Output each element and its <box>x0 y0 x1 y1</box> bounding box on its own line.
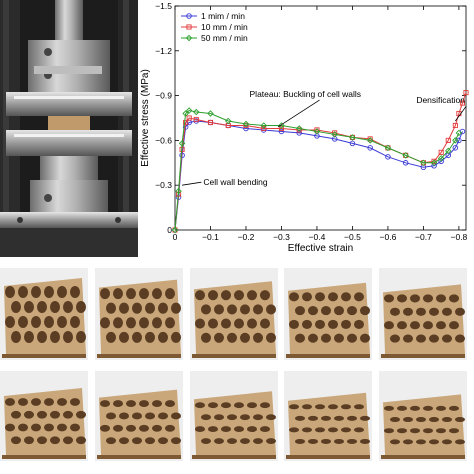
data-point <box>224 117 232 125</box>
data-point <box>445 137 451 143</box>
y-tick-label: −1.2 <box>155 46 172 56</box>
y-tick-label: −1.5 <box>155 1 172 11</box>
sample-photo <box>94 268 183 360</box>
compression-fixture-image <box>0 0 138 257</box>
test-machine-photo <box>0 0 138 257</box>
data-point <box>278 122 285 129</box>
sample-photo <box>0 371 88 461</box>
x-tick-label: −0.4 <box>309 232 326 242</box>
sample-photo <box>189 268 278 360</box>
cardboard-specimen <box>48 116 90 130</box>
x-tick-label: −0.8 <box>451 232 468 242</box>
annotation-label: Cell wall bending <box>203 177 268 187</box>
annotation-label: Densification <box>416 95 465 105</box>
annotation-arrow <box>455 105 467 122</box>
data-point <box>385 154 391 160</box>
data-point <box>171 226 179 234</box>
data-point <box>349 134 356 141</box>
data-point <box>366 137 374 144</box>
legend-marker <box>185 34 193 42</box>
data-point <box>384 144 392 152</box>
x-tick-label: −0.7 <box>415 232 432 242</box>
data-point <box>430 159 438 167</box>
data-point <box>183 119 189 126</box>
x-tick-label: −0.3 <box>273 232 290 242</box>
x-axis-label: Effective strain <box>288 243 353 254</box>
data-point <box>438 149 444 155</box>
y-tick-label: −0.9 <box>155 91 172 101</box>
sample-photo <box>379 268 468 360</box>
plot-area <box>174 5 467 231</box>
data-point <box>260 122 267 129</box>
sample-photo <box>284 268 373 360</box>
x-tick-label: −0.2 <box>238 232 255 242</box>
stress-strain-chart: 0 −0.1 −0.2 −0.3 −0.4 −0.5 −0.6 −0.7 −0.8 0 −0.3 −0… <box>138 0 474 257</box>
y-tick-label: −0.6 <box>155 135 172 145</box>
data-point <box>452 145 459 151</box>
y-axis-label: Effective stress (MPa) <box>140 69 151 167</box>
y-tick-label: 0 <box>167 225 172 235</box>
annotation-arrow <box>182 181 202 186</box>
legend-marker <box>186 24 192 30</box>
sample-photo <box>189 371 278 461</box>
data-point <box>459 100 466 106</box>
legend-label: 50 mm / min <box>201 33 248 43</box>
legend-label: 1 mim / min <box>201 11 245 21</box>
data-point <box>402 152 409 159</box>
x-tick-label: −0.1 <box>202 232 219 242</box>
data-point <box>367 136 373 142</box>
series-line-2 <box>174 109 460 231</box>
data-point <box>193 116 199 123</box>
crushed-sample-photos <box>0 268 474 474</box>
data-point <box>402 160 409 166</box>
data-point <box>314 127 320 133</box>
data-point <box>420 159 427 167</box>
data-point <box>445 147 452 155</box>
y-tick-label: −0.3 <box>155 180 172 190</box>
data-point <box>367 145 373 151</box>
data-point <box>261 125 267 132</box>
x-tick-label: −0.5 <box>344 232 361 242</box>
data-point <box>295 125 303 132</box>
data-point <box>455 129 463 137</box>
data-point <box>207 110 214 117</box>
data-point <box>452 137 459 144</box>
sample-photo <box>0 268 88 360</box>
data-point <box>242 120 250 128</box>
chart-svg: 0 −0.1 −0.2 −0.3 −0.4 −0.5 −0.6 −0.7 −0.8 0 −0.3 −0… <box>140 1 469 254</box>
data-point <box>193 108 200 116</box>
data-point <box>456 137 462 144</box>
data-point <box>178 140 186 147</box>
sample-photo <box>94 371 183 461</box>
data-point <box>207 119 214 126</box>
data-point <box>331 131 338 138</box>
data-point <box>182 110 189 117</box>
x-tick-label: −0.6 <box>380 232 397 242</box>
legend-marker <box>186 13 192 19</box>
data-point <box>186 115 192 121</box>
data-point <box>313 128 321 135</box>
data-point <box>185 107 193 114</box>
legend-label: 10 mm / min <box>201 22 248 32</box>
annotation-label: Plateau: Buckling of cell walls <box>250 89 362 99</box>
annotation-arrow <box>277 99 320 128</box>
data-point <box>452 122 458 129</box>
data-point <box>296 127 302 133</box>
data-point <box>243 122 249 129</box>
data-point <box>437 155 445 162</box>
data-point <box>332 130 338 136</box>
sample-photo <box>284 371 373 461</box>
data-point <box>278 128 285 135</box>
data-point <box>349 140 356 147</box>
data-point <box>438 158 444 165</box>
data-point <box>463 90 469 96</box>
data-point <box>175 187 182 195</box>
data-point <box>278 125 285 132</box>
sample-photo <box>379 371 468 461</box>
x-tick-label: 0 <box>173 232 178 242</box>
